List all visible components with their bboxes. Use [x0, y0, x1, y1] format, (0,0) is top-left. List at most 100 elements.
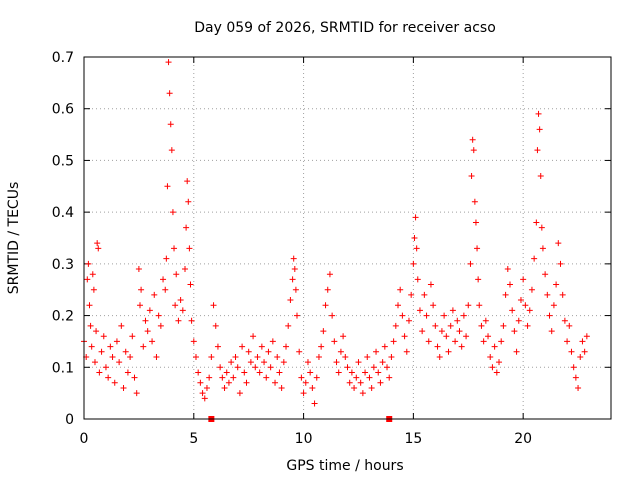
data-point [118, 322, 125, 329]
data-point [163, 255, 170, 262]
data-point [201, 395, 208, 402]
data-point [335, 369, 342, 376]
y-tick-label: 0.1 [52, 360, 74, 376]
data-point [298, 374, 305, 381]
data-point [87, 322, 94, 329]
data-point [544, 291, 551, 298]
data-point [392, 322, 399, 329]
data-point [548, 328, 555, 335]
data-point [460, 312, 467, 319]
data-point [482, 317, 489, 324]
data-point [187, 281, 194, 288]
data-point [475, 276, 482, 283]
data-point [538, 224, 545, 231]
data-point [348, 369, 355, 376]
data-point [333, 359, 340, 366]
data-point [410, 260, 417, 267]
data-point [168, 147, 175, 154]
data-point [381, 343, 388, 350]
data-point [579, 338, 586, 345]
data-point [401, 333, 408, 340]
data-point [517, 297, 524, 304]
data-point [210, 302, 217, 309]
data-point [326, 271, 333, 278]
data-point [412, 214, 419, 221]
data-point [432, 322, 439, 329]
data-point [94, 240, 101, 247]
data-point [500, 322, 507, 329]
x-tick-label: 15 [404, 431, 422, 447]
data-point [452, 338, 459, 345]
data-point [164, 183, 171, 190]
data-point [289, 276, 296, 283]
data-point [472, 219, 479, 226]
data-point [272, 379, 279, 386]
data-point [302, 379, 309, 386]
data-point [318, 343, 325, 350]
data-point [458, 343, 465, 350]
data-point [386, 374, 393, 381]
x-tick-label: 0 [80, 431, 89, 447]
y-tick-label: 0 [65, 412, 74, 428]
data-point [129, 333, 136, 340]
data-point [413, 245, 420, 252]
data-point [86, 302, 93, 309]
chart-title: Day 059 of 2026, SRMTID for receiver acs… [194, 20, 496, 36]
data-point [570, 364, 577, 371]
data-point [140, 343, 147, 350]
data-point [287, 297, 294, 304]
data-point [564, 338, 571, 345]
data-point [405, 317, 412, 324]
data-point [331, 338, 338, 345]
data-point [581, 348, 588, 355]
data-point [377, 379, 384, 386]
data-point [146, 307, 153, 314]
data-point [283, 343, 290, 350]
data-point [239, 343, 246, 350]
data-point [329, 312, 336, 319]
data-point [583, 333, 590, 340]
data-point [90, 286, 97, 293]
data-point [111, 379, 118, 386]
data-point [142, 317, 149, 324]
data-point [88, 343, 95, 350]
data-point [149, 338, 156, 345]
data-point [214, 343, 221, 350]
y-tick-label: 0.2 [52, 309, 74, 325]
data-point [425, 338, 432, 345]
data-point [300, 390, 307, 397]
data-point [337, 348, 344, 355]
data-point [236, 390, 243, 397]
data-point [320, 328, 327, 335]
data-point [192, 353, 199, 360]
data-point [553, 281, 560, 288]
data-point [153, 353, 160, 360]
data-point [397, 286, 404, 293]
y-tick-label: 0.5 [52, 153, 74, 169]
data-point [427, 281, 434, 288]
data-point [173, 271, 180, 278]
data-point [85, 260, 92, 267]
data-point [169, 209, 176, 216]
data-point [474, 245, 481, 252]
axis-ticks: 0 0.1 0.2 0.3 0.4 0.5 0.6 0.7 0 5 10 15 20 [52, 50, 611, 447]
data-point [536, 126, 543, 133]
data-point [449, 307, 456, 314]
data-point [195, 369, 202, 376]
x-tick-label: 10 [295, 431, 313, 447]
data-point [373, 348, 380, 355]
y-tick-label: 0.3 [52, 257, 74, 273]
data-point [241, 369, 248, 376]
data-point [258, 343, 265, 350]
data-point [274, 353, 281, 360]
y-tick-label: 0.4 [52, 205, 74, 221]
data-point [465, 302, 472, 309]
data-point [245, 348, 252, 355]
data-point [568, 348, 575, 355]
data-point [221, 384, 228, 391]
data-point [186, 245, 193, 252]
data-point [223, 369, 230, 376]
data-points [81, 59, 590, 407]
data-point [322, 302, 329, 309]
